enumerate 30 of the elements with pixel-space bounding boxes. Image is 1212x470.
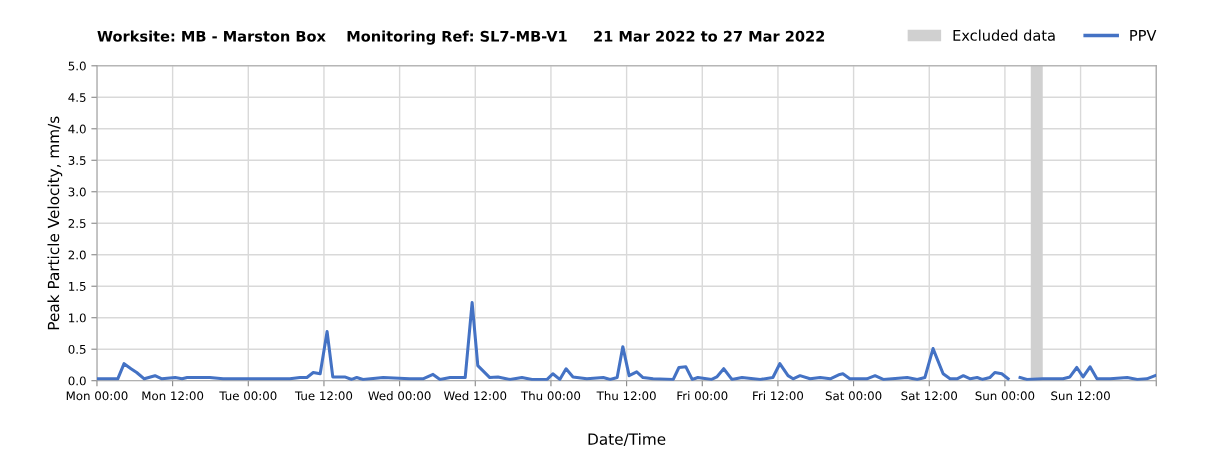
legend-label: Excluded data: [953, 29, 1055, 41]
x-tick-label: Mon 00:00: [66, 391, 128, 401]
x-tick-label: Thu 12:00: [596, 391, 656, 401]
x-tick-label: Wed 12:00: [443, 391, 507, 401]
x-tick-label: Fri 00:00: [677, 391, 728, 401]
y-tick-label: 0.0: [68, 376, 86, 386]
y-tick-label: 3.0: [68, 187, 86, 197]
y-tick-label: 2.5: [68, 218, 86, 228]
x-tick-label: Sun 00:00: [975, 391, 1035, 401]
y-axis-title: Peak Particle Velocity, mm/s: [47, 116, 63, 330]
x-tick-label: Tue 00:00: [219, 391, 277, 401]
y-tick-label: 4.5: [68, 93, 86, 102]
legend-label: PPV: [1130, 30, 1157, 41]
y-tick-label: 0.5: [68, 344, 86, 354]
y-tick-label: 1.0: [69, 313, 86, 323]
x-tick-label: Sun 12:00: [1051, 391, 1110, 401]
x-tick-label: Thu 00:00: [520, 391, 581, 401]
y-tick-label: 5.0: [68, 61, 86, 71]
x-axis-title: Date/Time: [588, 433, 666, 447]
y-tick-label: 3.5: [68, 155, 86, 165]
y-tick-label: 4.0: [68, 124, 86, 134]
x-tick-label: Wed 00:00: [368, 391, 431, 401]
chart-title: Worksite: MB - Marston Box Monitoring Ref: SL7-MB-V1 21 Mar 2022 to 27 Mar 2022: [97, 30, 825, 45]
x-tick-label: Sat 00:00: [825, 391, 882, 401]
x-tick-label: Mon 12:00: [142, 391, 204, 401]
x-tick-label: Fri 12:00: [753, 391, 804, 401]
x-tick-label: Tue 12:00: [294, 391, 353, 401]
y-tick-label: 1.5: [69, 282, 86, 291]
x-tick-label: Sat 12:00: [901, 391, 958, 401]
y-tick-label: 2.0: [68, 250, 86, 260]
